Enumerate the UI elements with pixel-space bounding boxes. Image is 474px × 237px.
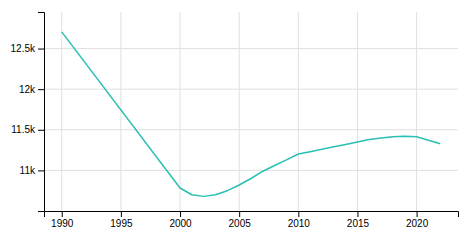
x-tick: 2000 — [169, 211, 192, 229]
x-tick: 2020 — [406, 211, 429, 229]
line — [62, 32, 441, 196]
x-tick: 1995 — [110, 211, 133, 229]
y-axis-line — [38, 13, 45, 212]
y-axis: 11k 11.5k 12k 12.5k — [11, 13, 45, 212]
y-grid-line — [44, 129, 458, 130]
y-grid-line — [44, 48, 458, 49]
chart: 199019952000200520102015202011k11.5k12k1… — [0, 0, 474, 237]
x-tick-label: 2010 — [288, 218, 311, 229]
x-tick-label: 2000 — [169, 218, 192, 229]
y-tick: 12k — [19, 84, 44, 95]
x-grid-line — [357, 12, 358, 211]
x-grid-line — [298, 12, 299, 211]
y-tick-mark — [38, 170, 44, 171]
x-grid-line — [239, 12, 240, 211]
x-axis-line — [45, 212, 459, 218]
x-axis: 1990 1995 2000 2005 2010 2015 2020 — [45, 211, 459, 229]
y-tick-label: 12k — [19, 84, 36, 95]
y-tick: 11.5k — [11, 124, 44, 135]
y-grid-line — [44, 170, 458, 171]
x-tick: 2005 — [229, 211, 252, 229]
x-tick: 2010 — [288, 211, 311, 229]
x-tick-mark — [417, 211, 418, 217]
x-tick: 2015 — [347, 211, 370, 229]
plot-area — [62, 32, 441, 196]
x-tick-label: 1990 — [51, 218, 74, 229]
y-tick-label: 12.5k — [11, 43, 36, 54]
y-tick: 11k — [20, 165, 44, 176]
x-tick-mark — [121, 211, 122, 217]
x-grid-line — [180, 12, 181, 211]
x-tick-mark — [180, 211, 181, 217]
x-tick-label: 2015 — [347, 218, 370, 229]
x-grid-line — [61, 12, 62, 211]
x-tick-label: 2005 — [229, 218, 252, 229]
y-tick-mark — [38, 49, 44, 50]
x-tick-label: 2020 — [406, 218, 429, 229]
y-tick-mark — [38, 89, 44, 90]
x-tick-mark — [239, 211, 240, 217]
x-tick-mark — [357, 211, 358, 217]
grid — [44, 12, 458, 211]
y-tick-label: 11.5k — [11, 124, 36, 135]
y-tick-label: 11k — [20, 165, 36, 176]
y-tick: 12.5k — [11, 43, 44, 54]
x-grid-line — [416, 12, 417, 211]
y-tick-mark — [38, 130, 44, 131]
x-tick-label: 1995 — [110, 218, 133, 229]
x-tick: 1990 — [51, 211, 74, 229]
x-tick-mark — [298, 211, 299, 217]
x-tick-mark — [62, 211, 63, 217]
